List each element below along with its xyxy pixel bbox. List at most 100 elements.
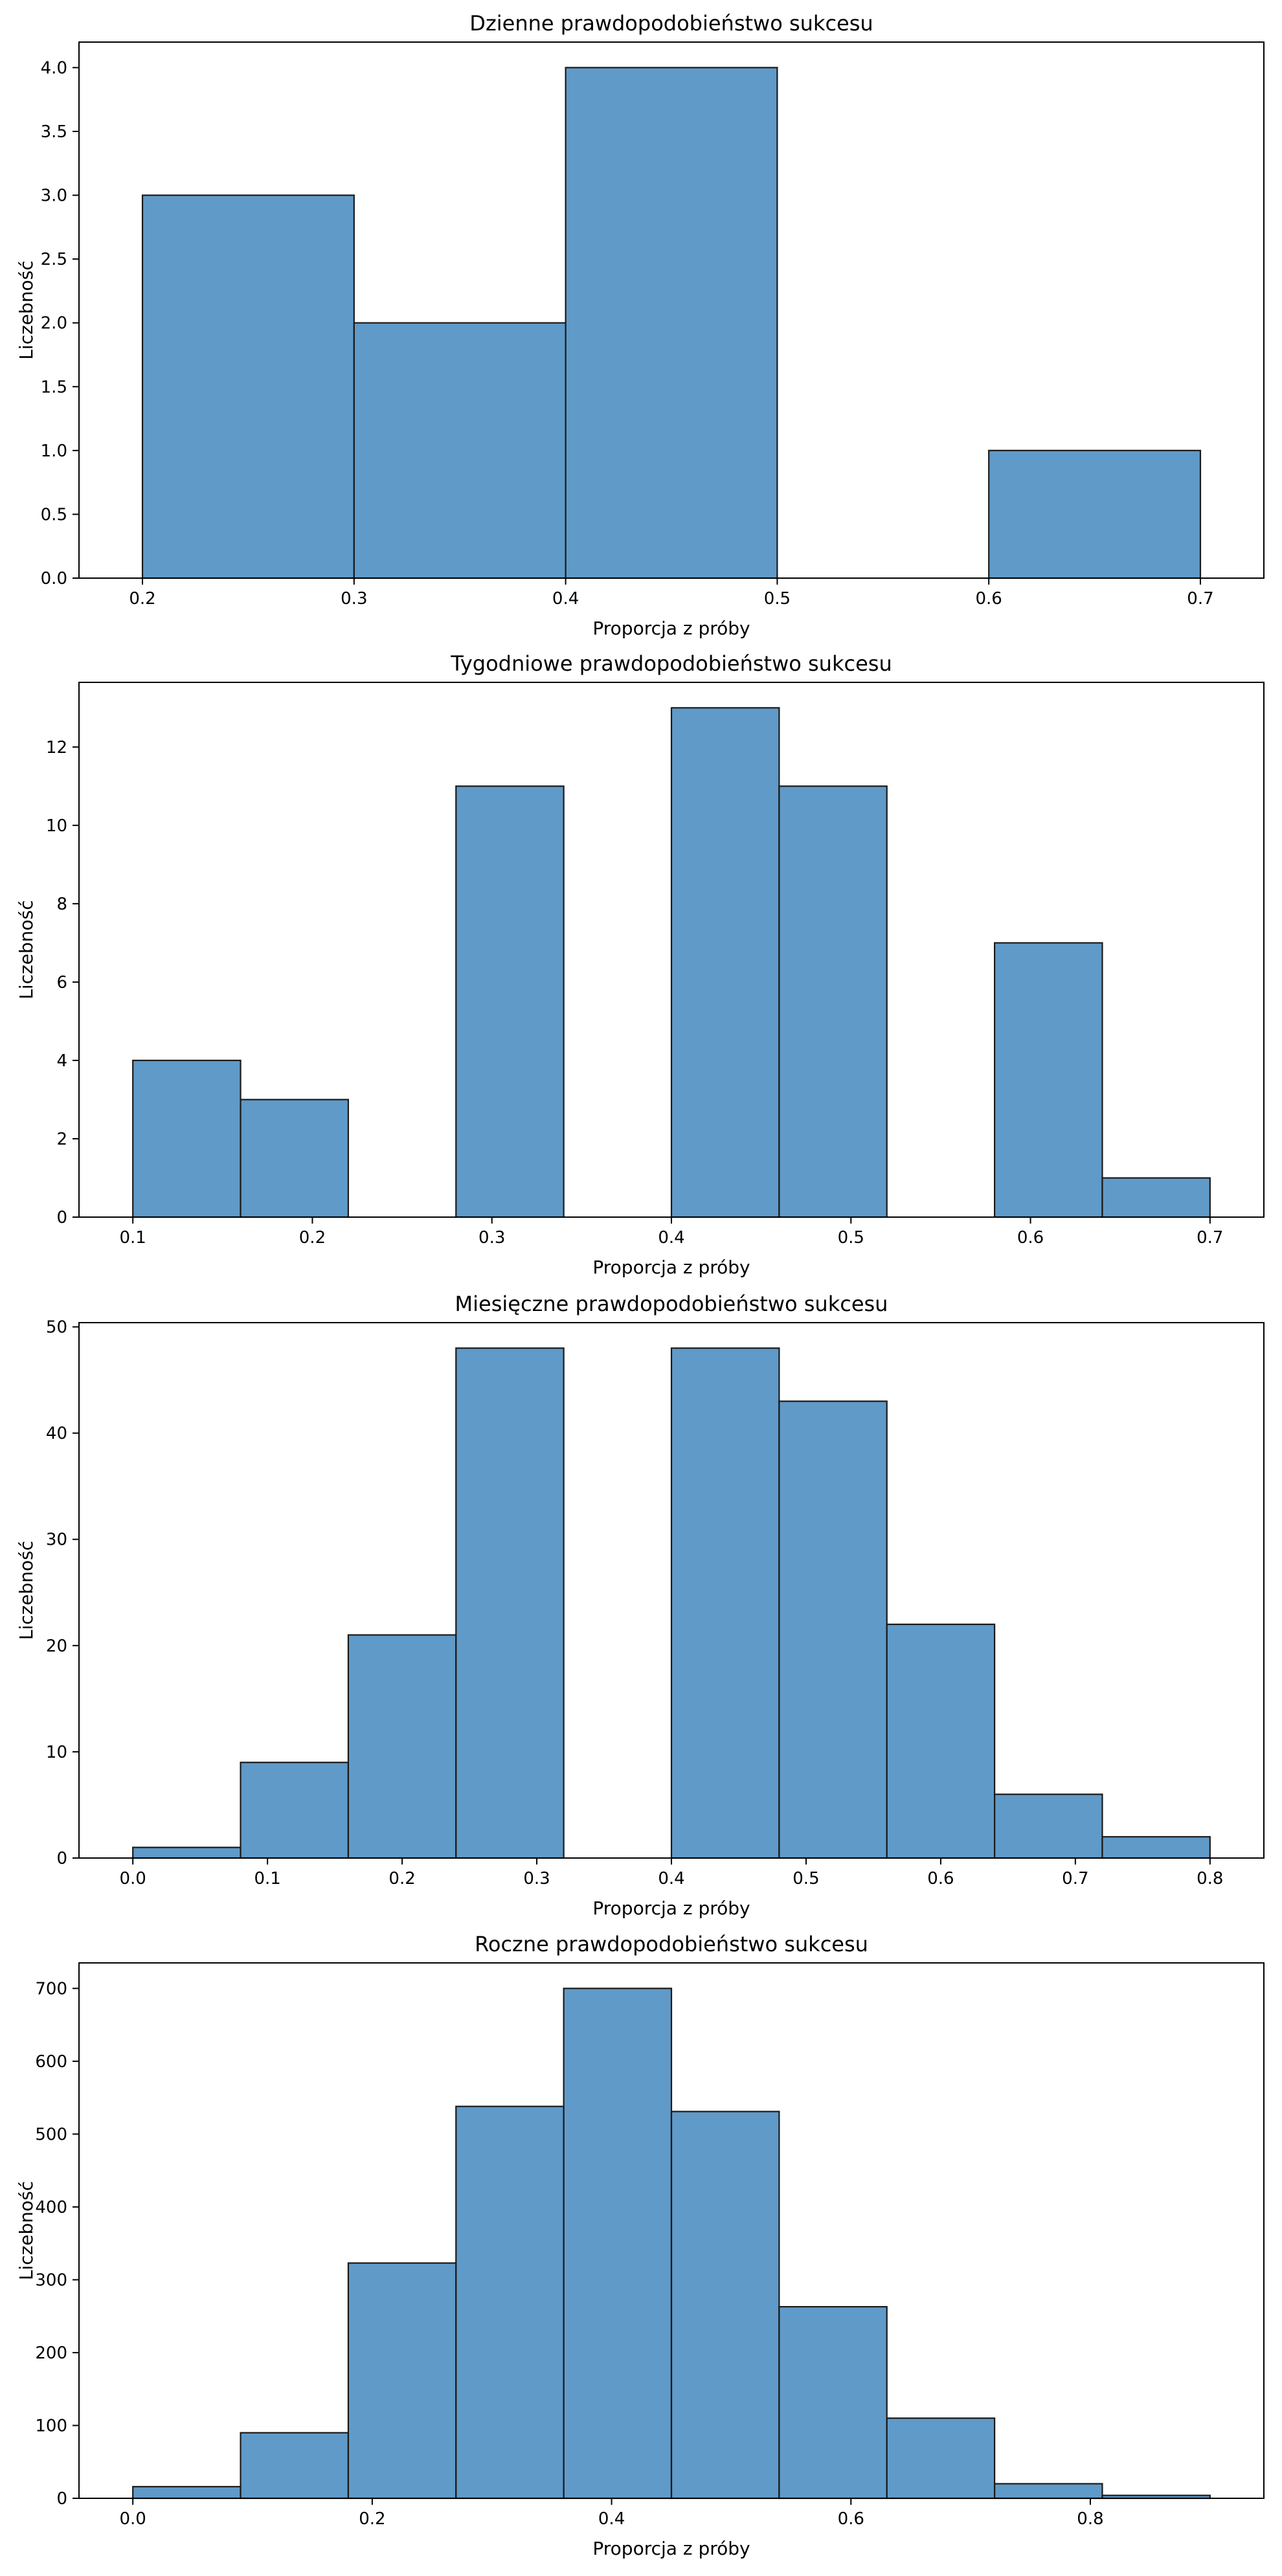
y-tick-label: 500 [35,2125,67,2144]
histogram-bar [988,449,1202,579]
histogram-bar [141,194,355,579]
x-tick-label: 0.5 [793,1869,819,1888]
chart-dzienne: 0.2 0.3 0.4 0.5 0.6 0.7 0.0 0.5 1.0 1.5 2.0 2.5 3.0 3… [16,11,1265,639]
x-tick-label: 0.3 [523,1869,550,1888]
histogram-bar [347,1634,457,1859]
histogram-bar [886,1623,996,1859]
x-axis-label: Proporcja z próby [592,1898,750,1919]
x-tick-label: 0.3 [478,1228,505,1248]
x-tick-label: 0.4 [658,1869,684,1888]
chart-tygodniowe: 0.1 0.2 0.3 0.4 0.5 0.6 0.7 0 2 4 6 8 10 12 Tygodniowe… [16,651,1265,1278]
histogram-bar [1101,1836,1211,1859]
y-tick-label: 4 [56,1051,67,1071]
histogram-bar [670,2111,780,2500]
chart-title: Miesięczne prawdopodobieństwo sukcesu [455,1292,888,1316]
histogram-bar [993,942,1103,1218]
y-axis-label: Liczebność [16,2181,37,2280]
x-tick-label: 0.1 [254,1869,280,1888]
y-tick-label: 400 [35,2198,67,2217]
y-tick-label: 3.5 [41,122,67,142]
histogram-bar [132,1059,242,1218]
y-axis-label: Liczebność [16,1541,37,1640]
y-tick-label: 0 [56,1208,67,1227]
x-tick-label: 0.7 [1062,1869,1088,1888]
y-tick-label: 10 [46,1743,67,1762]
histogram-bar [778,1400,888,1859]
histogram-bar [353,322,567,579]
x-tick-label: 0.8 [1077,2509,1103,2529]
histogram-bar [565,67,778,579]
y-tick-label: 20 [46,1637,67,1656]
y-axis-label: Liczebność [16,900,37,999]
x-tick-label: 0.4 [598,2509,625,2529]
y-axis-label: Liczebność [16,260,37,359]
histogram-bar [240,1099,350,1218]
x-tick-label: 0.1 [120,1228,146,1248]
x-tick-label: 0.4 [658,1228,684,1248]
histogram-bar [563,1988,673,2500]
histogram-bar [455,2105,565,2500]
histogram-bar [778,2305,888,2500]
y-tick-label: 8 [56,895,67,914]
y-tick-label: 10 [46,816,67,836]
y-tick-label: 4.0 [41,58,67,78]
x-tick-label: 0.6 [927,1869,954,1888]
histogram-bar [240,2432,350,2500]
x-tick-label: 0.6 [1017,1228,1044,1248]
x-axis-label: Proporcja z próby [592,618,750,639]
x-tick-label: 0.0 [120,2509,146,2529]
y-tick-label: 1.5 [41,377,67,397]
x-tick-label: 0.3 [341,589,367,609]
x-tick-label: 0.2 [388,1869,415,1888]
axes-frame [78,1962,1265,2499]
histogram-bar [132,1846,242,1859]
y-tick-label: 3.0 [41,186,67,206]
chart-title: Roczne prawdopodobieństwo sukcesu [475,1932,868,1956]
histogram-bar [993,2483,1103,2500]
y-tick-label: 2.5 [41,250,67,269]
histogram-bar [993,1793,1103,1859]
histogram-bar [778,785,888,1218]
y-tick-label: 300 [35,2270,67,2290]
histogram-bar [1101,1177,1211,1218]
histogram-bar [455,1347,565,1859]
x-tick-label: 0.5 [764,589,791,609]
y-tick-label: 0.5 [41,505,67,524]
chart-miesieczne: 0.0 0.1 0.2 0.3 0.4 0.5 0.6 0.7 0.8 0 10 20 30 40 50 Mi… [16,1292,1265,1919]
x-tick-label: 0.2 [359,2509,385,2529]
chart-roczne: 0.0 0.2 0.4 0.6 0.8 0 100 200 300 400 500 600 700 Roc… [16,1932,1265,2559]
x-tick-label: 0.7 [1187,589,1213,609]
x-tick-label: 0.5 [838,1228,864,1248]
histogram-bar [240,1762,350,1859]
histogram-bar [886,2417,996,2500]
y-tick-label: 0.0 [41,569,67,588]
y-tick-label: 600 [35,2052,67,2072]
histogram-bar [132,2485,242,2500]
y-tick-label: 0 [56,2489,67,2509]
x-tick-label: 0.0 [120,1869,146,1888]
y-tick-label: 0 [56,1849,67,1868]
x-tick-label: 0.6 [975,589,1002,609]
y-tick-label: 30 [46,1530,67,1550]
y-tick-label: 200 [35,2344,67,2363]
x-tick-label: 0.2 [299,1228,326,1248]
histogram-bar [670,1347,780,1859]
y-tick-label: 100 [35,2416,67,2436]
x-tick-label: 0.6 [838,2509,864,2529]
chart-title: Tygodniowe prawdopodobieństwo sukcesu [450,651,892,676]
x-tick-label: 0.2 [129,589,155,609]
x-axis-label: Proporcja z próby [592,1257,750,1278]
y-tick-label: 700 [35,1979,67,1999]
x-tick-label: 0.4 [552,589,579,609]
chart-title: Dzienne prawdopodobieństwo sukcesu [469,11,873,36]
y-tick-label: 12 [46,738,67,757]
y-tick-label: 40 [46,1424,67,1444]
histogram-bar [347,2262,457,2500]
x-tick-label: 0.7 [1197,1228,1223,1248]
x-tick-label: 0.8 [1197,1869,1223,1888]
histogram-bar [670,707,780,1218]
y-tick-label: 1.0 [41,442,67,461]
histogram-bar [455,785,565,1218]
y-tick-label: 50 [46,1318,67,1338]
